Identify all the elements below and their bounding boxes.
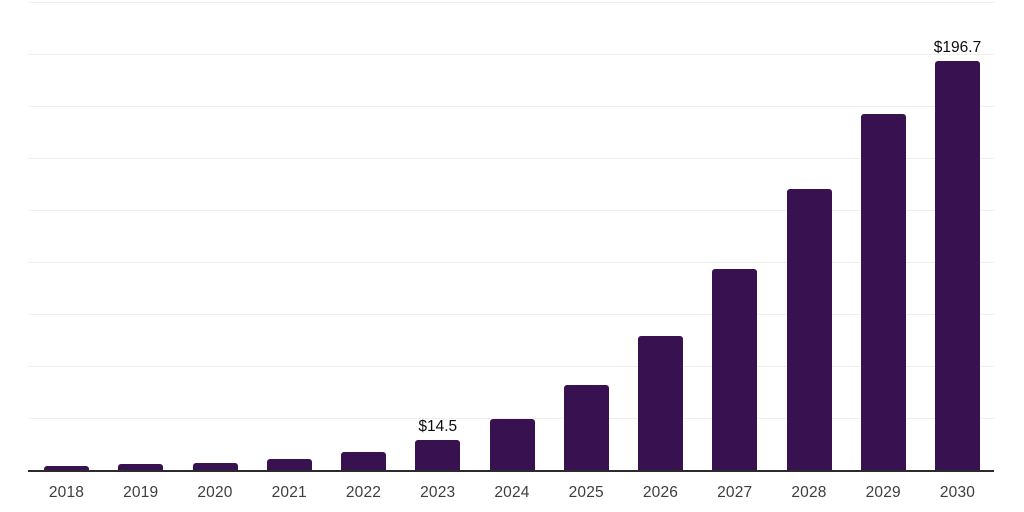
bar-2018 <box>44 466 89 471</box>
bar-2030 <box>935 60 980 471</box>
x-axis-line <box>28 469 994 472</box>
gridline <box>28 157 994 159</box>
x-tick-2026: 2026 <box>642 484 679 501</box>
data-label-2030: $196.7 <box>933 38 982 56</box>
bar-2028 <box>786 189 832 471</box>
gridline <box>28 417 994 419</box>
bar-2020 <box>192 463 238 471</box>
x-tick-2024: 2024 <box>494 484 530 501</box>
bar-2026 <box>638 335 683 471</box>
gridline <box>28 365 994 367</box>
bar-2023 <box>415 440 461 471</box>
x-tick-2020: 2020 <box>197 484 233 501</box>
gridline <box>28 1 994 3</box>
x-tick-2027: 2027 <box>717 484 753 501</box>
data-label-2023: $14.5 <box>418 418 458 436</box>
bar-2027 <box>712 269 758 471</box>
bar-2022 <box>341 452 386 471</box>
gridline <box>28 209 994 211</box>
x-tick-2018: 2018 <box>48 484 85 501</box>
bar-2029 <box>860 113 906 471</box>
x-tick-2028: 2028 <box>791 484 827 501</box>
x-tick-2029: 2029 <box>865 484 901 501</box>
bar-2024 <box>489 418 535 471</box>
x-tick-2022: 2022 <box>345 484 382 501</box>
bar-2025 <box>563 385 609 471</box>
x-tick-2021: 2021 <box>271 484 307 501</box>
gridline <box>28 261 994 263</box>
gridline <box>28 53 994 55</box>
x-tick-2025: 2025 <box>568 484 604 501</box>
bar-2019 <box>118 464 164 471</box>
gridline <box>28 313 994 315</box>
x-tick-2019: 2019 <box>123 484 159 501</box>
x-tick-2030: 2030 <box>939 484 976 501</box>
x-tick-2023: 2023 <box>420 484 456 501</box>
gridline <box>28 105 994 107</box>
bar-2021 <box>266 459 312 471</box>
